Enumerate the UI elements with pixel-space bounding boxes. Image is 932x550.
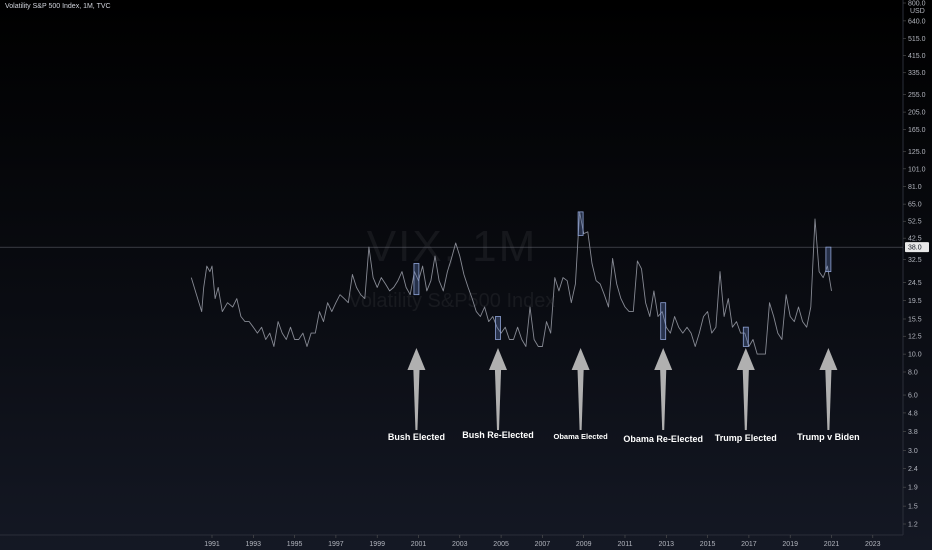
- y-tick-label: 3.8: [908, 429, 918, 436]
- y-tick-label: 4.8: [908, 410, 918, 417]
- arrow-head-icon: [489, 348, 508, 370]
- y-tick-label: 10.0: [908, 352, 922, 359]
- annotation-label: Trump v Biden: [797, 432, 860, 442]
- currency-label: USD: [910, 8, 925, 15]
- up-arrow-icon: [742, 366, 750, 430]
- annotation-label: Bush Elected: [388, 432, 445, 442]
- y-tick-label: 42.5: [908, 236, 922, 243]
- y-tick-label: 3.0: [908, 448, 918, 455]
- y-tick-label: 125.0: [908, 149, 926, 156]
- annotation-label: Obama Elected: [554, 432, 609, 441]
- up-arrow-icon: [494, 366, 502, 430]
- highlight-box: [577, 211, 584, 236]
- x-tick-label: 2015: [700, 541, 716, 548]
- y-tick-label: 65.0: [908, 202, 922, 209]
- y-tick-label: 1.2: [908, 522, 918, 529]
- x-tick-label: 2009: [576, 541, 592, 548]
- x-tick-label: 2003: [452, 541, 468, 548]
- up-arrow-icon: [413, 366, 420, 430]
- y-tick-label: 165.0: [908, 127, 926, 134]
- highlight-box: [825, 246, 832, 273]
- y-tick-label: 19.5: [908, 298, 922, 305]
- arrow-head-icon: [819, 348, 838, 370]
- y-tick-label: 800.0: [908, 1, 926, 8]
- x-tick-label: 2001: [411, 541, 427, 548]
- current-value-label: 38.0: [908, 245, 922, 252]
- up-arrow-icon: [660, 366, 667, 430]
- y-tick-label: 205.0: [908, 110, 926, 117]
- x-tick-label: 2007: [535, 541, 551, 548]
- highlight-box: [413, 263, 420, 296]
- highlight-box: [660, 302, 667, 340]
- up-arrow-icon: [825, 366, 832, 430]
- y-tick-label: 12.5: [908, 334, 922, 341]
- watermark-name: Volatility S&P500 Index: [348, 290, 556, 312]
- y-tick-label: 6.0: [908, 393, 918, 400]
- y-tick-label: 81.0: [908, 184, 922, 191]
- annotation-label: Obama Re-Elected: [623, 434, 703, 444]
- y-tick-label: 1.9: [908, 485, 918, 492]
- arrow-head-icon: [654, 348, 673, 370]
- x-tick-label: 2021: [824, 541, 840, 548]
- x-tick-label: 2013: [659, 541, 675, 548]
- x-tick-label: 2017: [741, 541, 757, 548]
- y-tick-label: 52.5: [908, 219, 922, 226]
- x-tick-label: 2005: [493, 541, 509, 548]
- y-tick-label: 515.0: [908, 36, 926, 43]
- x-tick-label: 2011: [617, 541, 632, 548]
- annotation-label: Trump Elected: [715, 433, 777, 443]
- arrow-head-icon: [407, 348, 426, 370]
- highlight-box: [742, 326, 749, 347]
- x-tick-label: 2019: [782, 541, 798, 548]
- y-tick-label: 2.4: [908, 466, 918, 473]
- watermark-symbol: VIX, 1M: [366, 222, 538, 271]
- annotation-label: Bush Re-Elected: [462, 430, 534, 440]
- y-tick-label: 24.5: [908, 280, 922, 287]
- y-tick-label: 255.0: [908, 92, 926, 99]
- x-tick-label: 1999: [369, 541, 385, 548]
- arrow-head-icon: [736, 348, 755, 370]
- y-tick-label: 335.0: [908, 70, 926, 77]
- highlight-box: [495, 316, 501, 340]
- arrow-head-icon: [571, 348, 590, 370]
- y-tick-label: 101.0: [908, 166, 926, 173]
- x-tick-label: 1991: [204, 541, 220, 548]
- y-tick-label: 8.0: [908, 369, 918, 376]
- current-value-badge: [905, 242, 929, 253]
- x-tick-label: 1995: [287, 541, 303, 548]
- y-tick-label: 415.0: [908, 53, 926, 60]
- y-tick-label: 640.0: [908, 18, 926, 25]
- x-tick-label: 1997: [328, 541, 344, 548]
- y-tick-label: 32.5: [908, 257, 922, 264]
- x-tick-label: 1993: [246, 541, 262, 548]
- up-arrow-icon: [577, 366, 584, 430]
- chart-title: Volatility S&P 500 Index, 1M, TVC: [5, 3, 111, 10]
- y-tick-label: 1.5: [908, 504, 918, 511]
- series-line: [190, 211, 832, 355]
- y-tick-label: 15.5: [908, 316, 922, 323]
- x-tick-label: 2023: [865, 541, 881, 548]
